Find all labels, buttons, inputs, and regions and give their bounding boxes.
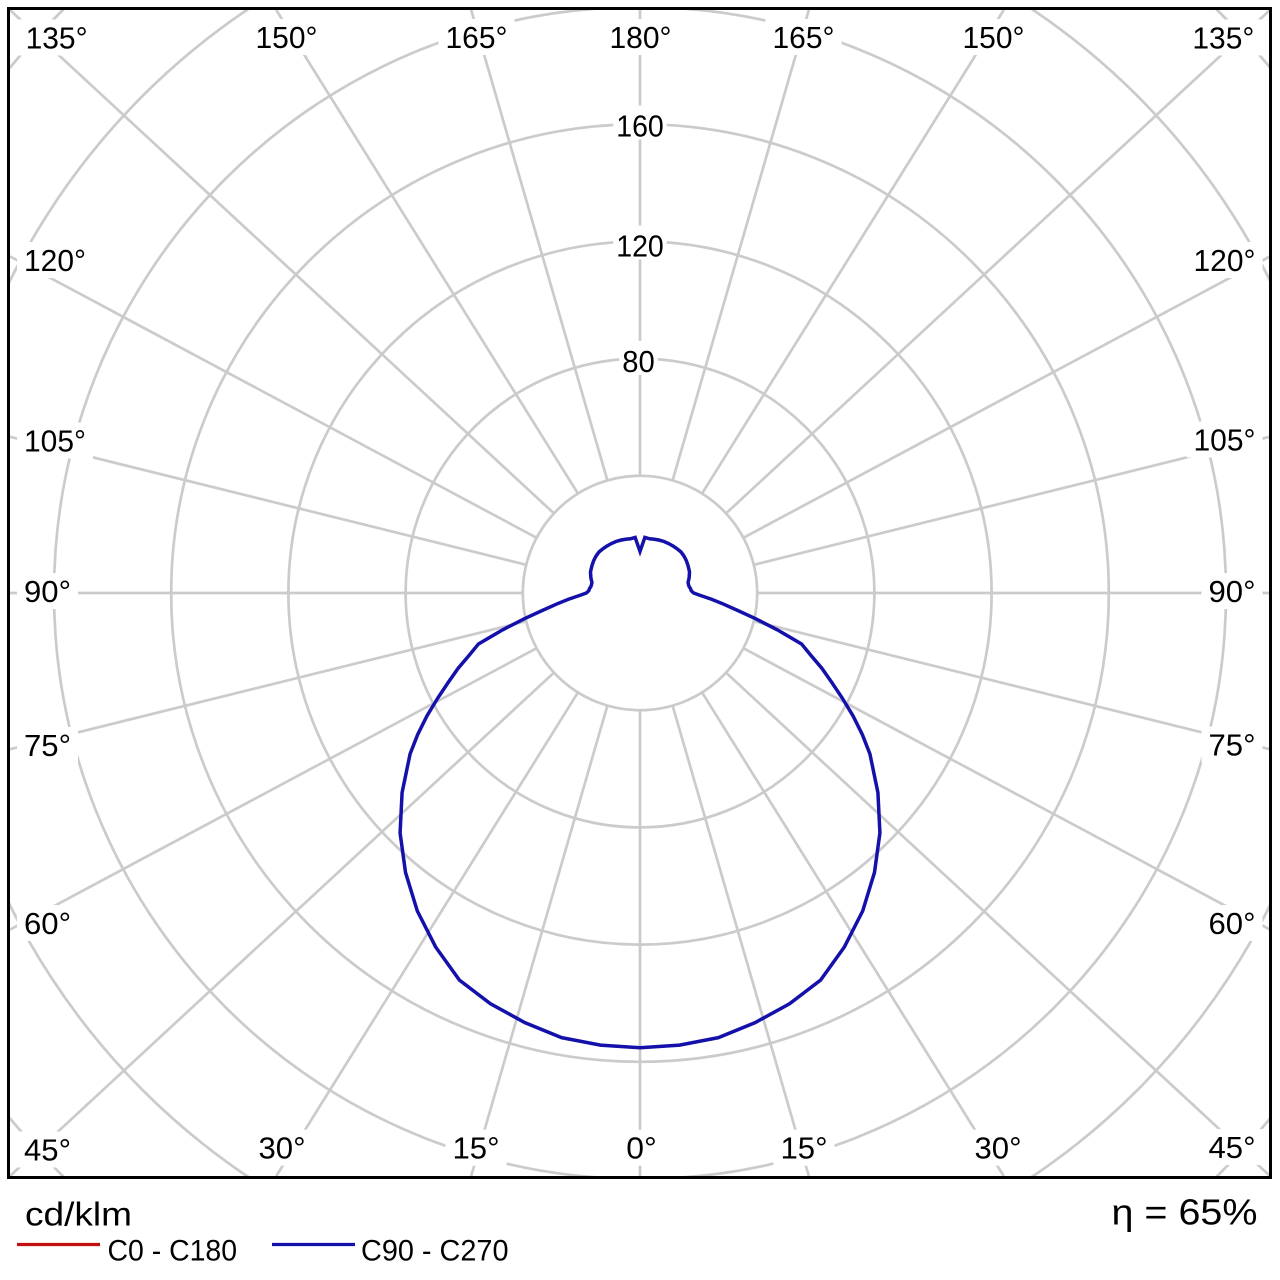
svg-text:90°: 90°	[24, 575, 71, 609]
svg-text:90°: 90°	[1209, 575, 1256, 609]
svg-text:30°: 30°	[975, 1132, 1022, 1166]
svg-text:105°: 105°	[1194, 424, 1256, 458]
svg-text:75°: 75°	[24, 729, 71, 763]
svg-text:80: 80	[622, 345, 655, 379]
svg-text:45°: 45°	[24, 1134, 71, 1168]
svg-text:160: 160	[616, 110, 664, 144]
svg-text:η = 65%: η = 65%	[1112, 1192, 1258, 1233]
svg-text:165°: 165°	[773, 21, 835, 55]
svg-text:C0 - C180: C0 - C180	[108, 1235, 238, 1268]
svg-text:165°: 165°	[446, 21, 508, 55]
svg-text:60°: 60°	[1209, 907, 1256, 941]
svg-text:15°: 15°	[453, 1132, 500, 1166]
svg-text:105°: 105°	[24, 425, 86, 459]
svg-text:120°: 120°	[24, 244, 86, 278]
svg-text:180°: 180°	[610, 21, 672, 55]
svg-text:cd/klm: cd/klm	[25, 1196, 132, 1233]
svg-text:135°: 135°	[26, 22, 88, 56]
svg-text:0°: 0°	[626, 1132, 657, 1166]
svg-text:135°: 135°	[1192, 22, 1254, 56]
svg-text:45°: 45°	[1209, 1131, 1256, 1165]
svg-text:120: 120	[616, 230, 664, 264]
svg-text:150°: 150°	[256, 21, 318, 55]
svg-text:120°: 120°	[1194, 244, 1256, 278]
svg-text:C90 - C270: C90 - C270	[361, 1235, 509, 1268]
svg-text:30°: 30°	[259, 1132, 306, 1166]
svg-text:75°: 75°	[1209, 729, 1256, 763]
svg-text:150°: 150°	[963, 21, 1025, 55]
svg-text:15°: 15°	[781, 1132, 828, 1166]
svg-text:60°: 60°	[24, 907, 71, 941]
